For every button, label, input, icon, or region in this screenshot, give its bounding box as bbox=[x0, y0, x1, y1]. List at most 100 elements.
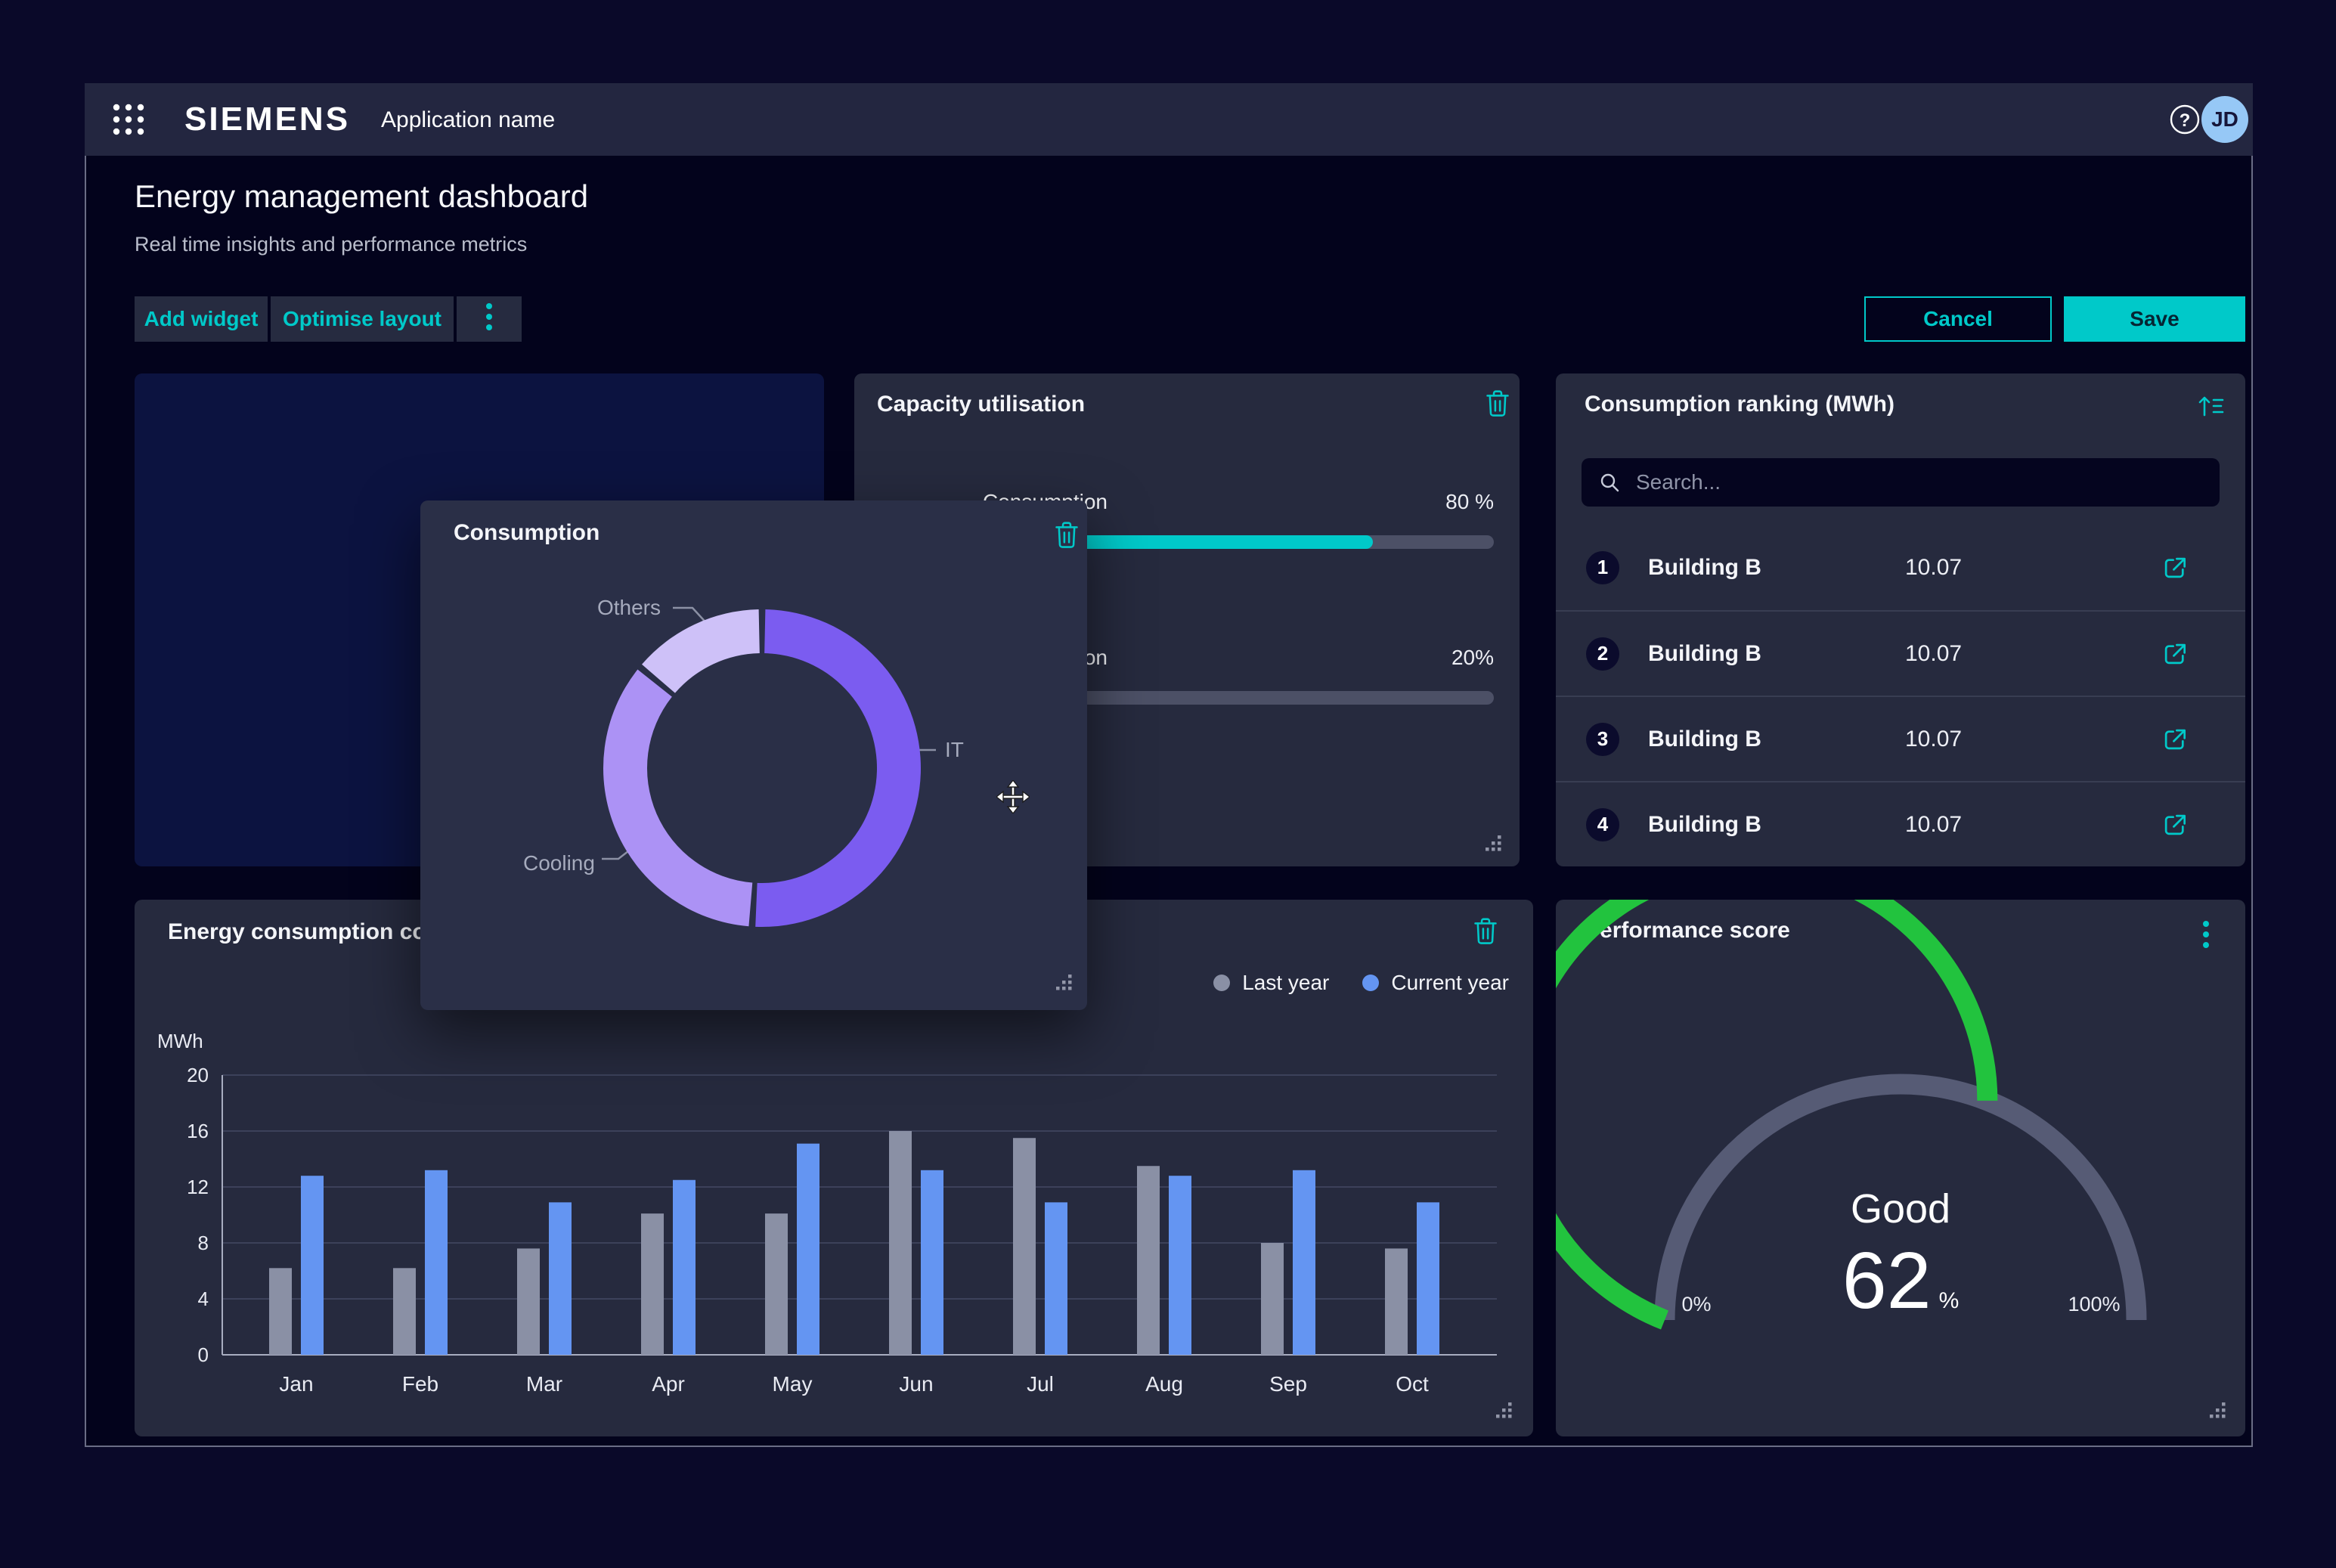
bar-last-year-oct bbox=[1385, 1248, 1408, 1355]
bar-current-year-oct bbox=[1417, 1202, 1439, 1355]
external-link-icon bbox=[2161, 553, 2189, 582]
svg-text:Mar: Mar bbox=[526, 1372, 562, 1396]
svg-text:4: 4 bbox=[198, 1288, 209, 1310]
widget-title: Consumption ranking (MWh) bbox=[1585, 392, 1895, 417]
consumption-popup-widget[interactable]: Consumption Others IT Cooling bbox=[420, 500, 1087, 1010]
bar-last-year-jan bbox=[269, 1268, 292, 1355]
open-external-button[interactable] bbox=[2161, 725, 2189, 754]
external-link-icon bbox=[2161, 640, 2189, 668]
app-launcher-button[interactable] bbox=[110, 101, 147, 138]
help-button[interactable]: ? bbox=[2168, 103, 2201, 136]
open-external-button[interactable] bbox=[2161, 640, 2189, 668]
svg-text:?: ? bbox=[2180, 110, 2191, 131]
help-icon: ? bbox=[2168, 103, 2201, 136]
consumption-value: 10.07 bbox=[1905, 555, 1962, 581]
bar-current-year-jul bbox=[1045, 1202, 1067, 1355]
optimise-layout-button[interactable]: Optimise layout bbox=[271, 296, 454, 342]
avatar[interactable]: JD bbox=[2201, 96, 2248, 143]
svg-text:8: 8 bbox=[198, 1232, 209, 1254]
donut-segment-others bbox=[642, 609, 760, 693]
svg-text:Jun: Jun bbox=[899, 1372, 933, 1396]
page-title: Energy management dashboard bbox=[135, 178, 588, 215]
svg-text:16: 16 bbox=[187, 1120, 209, 1142]
toolbar-kebab-button[interactable] bbox=[457, 296, 522, 342]
svg-text:Aug: Aug bbox=[1145, 1372, 1183, 1396]
svg-text:20: 20 bbox=[187, 1064, 209, 1086]
ranking-list: 1Building B10.072Building B10.073Buildin… bbox=[1556, 525, 2245, 866]
bar-last-year-jul bbox=[1013, 1138, 1036, 1355]
top-bar: SIEMENS Application name ? JD bbox=[85, 83, 2253, 156]
page-subtitle: Real time insights and performance metri… bbox=[135, 233, 527, 256]
resize-handle[interactable] bbox=[1495, 1402, 1512, 1418]
building-name: Building B bbox=[1648, 555, 1761, 581]
resize-grip-icon bbox=[2209, 1402, 2226, 1418]
open-external-button[interactable] bbox=[2161, 810, 2189, 839]
save-button[interactable]: Save bbox=[2064, 296, 2245, 342]
bar-last-year-feb bbox=[393, 1268, 416, 1355]
search-icon bbox=[1598, 471, 1621, 494]
application-name: Application name bbox=[381, 106, 555, 135]
donut-label-others: Others bbox=[594, 594, 661, 621]
resize-grip-icon bbox=[1055, 974, 1072, 990]
resize-handle[interactable] bbox=[1055, 974, 1072, 990]
trash-icon bbox=[1485, 389, 1510, 419]
move-cursor bbox=[996, 780, 1030, 817]
consumption-value: 10.07 bbox=[1905, 727, 1962, 752]
widget-title: Capacity utilisation bbox=[877, 392, 1085, 417]
svg-text:12: 12 bbox=[187, 1176, 209, 1198]
donut-label-cooling: Cooling bbox=[523, 850, 594, 877]
rank-badge: 3 bbox=[1586, 723, 1619, 756]
ranking-row: 2Building B10.07 bbox=[1556, 610, 2245, 696]
capacity-row-value: 20% bbox=[1451, 646, 1494, 670]
resize-grip-icon bbox=[1495, 1402, 1512, 1418]
donut-segment-it bbox=[755, 609, 921, 927]
open-external-button[interactable] bbox=[2161, 553, 2189, 582]
bar-current-year-aug bbox=[1169, 1176, 1191, 1355]
delete-widget-button[interactable] bbox=[1485, 389, 1510, 419]
bar-last-year-may bbox=[765, 1213, 788, 1355]
svg-text:Feb: Feb bbox=[402, 1372, 438, 1396]
ranking-row: 3Building B10.07 bbox=[1556, 696, 2245, 781]
svg-text:Apr: Apr bbox=[652, 1372, 685, 1396]
bar-last-year-jun bbox=[889, 1131, 912, 1355]
svg-text:May: May bbox=[773, 1372, 813, 1396]
gauge-min-label: 0% bbox=[1666, 1293, 1727, 1316]
gauge-unit: % bbox=[1939, 1288, 1960, 1313]
building-name: Building B bbox=[1648, 812, 1761, 838]
gauge-status-label: Good bbox=[1556, 1185, 2245, 1232]
external-link-icon bbox=[2161, 725, 2189, 754]
cancel-button[interactable]: Cancel bbox=[1864, 296, 2052, 342]
resize-handle[interactable] bbox=[1485, 835, 1501, 851]
svg-text:Oct: Oct bbox=[1396, 1372, 1429, 1396]
bar-last-year-mar bbox=[517, 1248, 540, 1355]
bar-current-year-jun bbox=[921, 1170, 943, 1355]
add-widget-button[interactable]: Add widget bbox=[135, 296, 268, 342]
building-name: Building B bbox=[1648, 641, 1761, 667]
bar-last-year-sep bbox=[1261, 1243, 1284, 1355]
svg-text:MWh: MWh bbox=[157, 1030, 203, 1052]
performance-score-widget: Performance score Good 62% 0% 100% bbox=[1556, 900, 2245, 1436]
bar-current-year-mar bbox=[549, 1202, 572, 1355]
sort-ascending-icon bbox=[2195, 390, 2227, 422]
consumption-value: 10.07 bbox=[1905, 641, 1962, 667]
search-input[interactable] bbox=[1634, 469, 2203, 495]
bar-current-year-feb bbox=[425, 1170, 448, 1355]
kebab-icon bbox=[485, 300, 494, 333]
bar-current-year-apr bbox=[673, 1180, 696, 1355]
donut-label-it: IT bbox=[945, 736, 964, 764]
search-box bbox=[1582, 458, 2220, 507]
svg-text:Sep: Sep bbox=[1269, 1372, 1307, 1396]
svg-text:Jan: Jan bbox=[279, 1372, 313, 1396]
sort-button[interactable] bbox=[2195, 390, 2227, 422]
app-root: SIEMENS Application name ? JD Energy man… bbox=[0, 0, 2336, 1568]
svg-text:0: 0 bbox=[198, 1343, 209, 1366]
resize-handle[interactable] bbox=[2209, 1402, 2226, 1418]
bar-current-year-sep bbox=[1293, 1170, 1315, 1355]
external-link-icon bbox=[2161, 810, 2189, 839]
gauge-chart bbox=[1556, 900, 2245, 1436]
app-grid-icon bbox=[110, 101, 147, 138]
gauge-value-wrap: 62% bbox=[1556, 1235, 2245, 1327]
rank-badge: 4 bbox=[1586, 808, 1619, 841]
siemens-logo: SIEMENS bbox=[184, 100, 350, 139]
bar-last-year-apr bbox=[641, 1213, 664, 1355]
